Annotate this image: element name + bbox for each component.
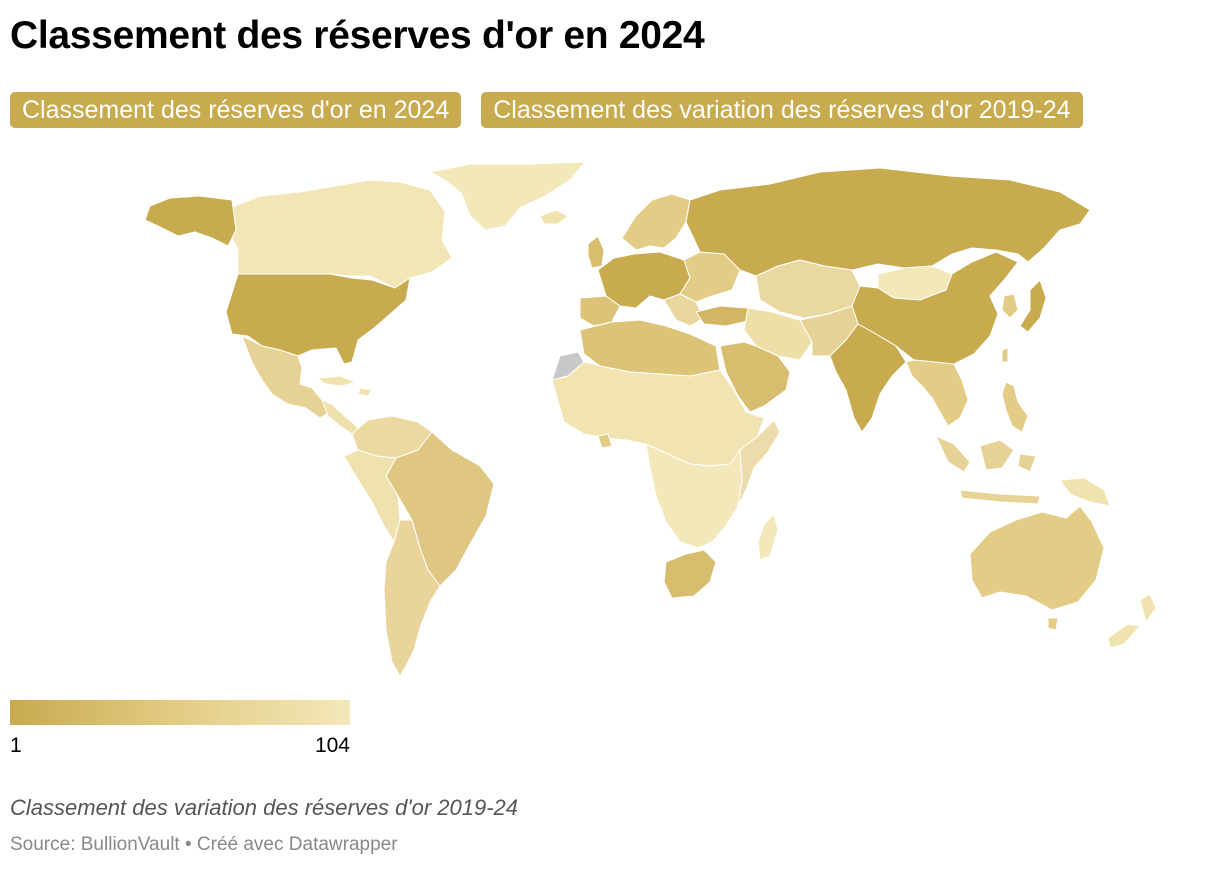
region-mainland-southeast-asia[interactable] xyxy=(905,359,969,427)
region-ghana[interactable] xyxy=(597,433,613,449)
legend-max-label: 104 xyxy=(314,734,350,757)
region-australia[interactable] xyxy=(969,505,1105,611)
region-alaska[interactable] xyxy=(144,195,237,247)
region-iran-iraq[interactable] xyxy=(743,307,813,361)
region-new-zealand[interactable] xyxy=(1107,593,1157,649)
region-japan[interactable] xyxy=(1019,279,1047,333)
region-argentina-chile[interactable] xyxy=(383,519,441,677)
region-usa[interactable] xyxy=(225,273,411,365)
chart-source: Source: BullionVault • Créé avec Datawra… xyxy=(10,834,398,855)
region-canada[interactable] xyxy=(227,179,453,289)
view-toggle: Classement des réserves d'or en 2024 Cla… xyxy=(10,92,1083,128)
world-map xyxy=(144,161,1157,677)
region-china[interactable] xyxy=(851,251,1019,365)
region-arabian-peninsula[interactable] xyxy=(719,341,791,413)
region-tasmania[interactable] xyxy=(1047,617,1059,631)
tab-ranking-change-2019-24[interactable]: Classement des variation des réserves d'… xyxy=(481,92,1083,128)
region-central-africa[interactable] xyxy=(645,443,743,549)
region-russia[interactable] xyxy=(685,167,1091,277)
region-brazil[interactable] xyxy=(385,431,495,587)
region-india[interactable] xyxy=(829,323,907,433)
region-central-america[interactable] xyxy=(321,399,361,435)
region-iceland[interactable] xyxy=(539,209,569,225)
region-indonesia-malaysia[interactable] xyxy=(935,435,1041,505)
chart-notes: Classement des variation des réserves d'… xyxy=(10,795,519,820)
region-uk[interactable] xyxy=(587,235,605,269)
region-taiwan[interactable] xyxy=(1001,347,1009,363)
region-east-africa[interactable] xyxy=(737,419,781,507)
region-madagascar[interactable] xyxy=(757,513,779,561)
region-korea[interactable] xyxy=(1001,293,1019,319)
region-papua-new-guinea[interactable] xyxy=(1059,477,1111,507)
region-greenland[interactable] xyxy=(429,161,586,231)
region-philippines[interactable] xyxy=(1001,381,1029,433)
region-andes[interactable] xyxy=(343,449,401,543)
legend-min-label: 1 xyxy=(10,734,22,757)
region-scandinavia[interactable] xyxy=(621,193,691,251)
color-legend: 1 104 xyxy=(10,700,350,760)
region-southern-africa[interactable] xyxy=(663,549,717,599)
region-turkey[interactable] xyxy=(695,305,753,327)
region-caribbean[interactable] xyxy=(317,375,373,397)
tab-ranking-2024[interactable]: Classement des réserves d'or en 2024 xyxy=(10,92,462,128)
chart-title: Classement des réserves d'or en 2024 xyxy=(10,14,705,57)
legend-gradient-bar xyxy=(10,700,350,725)
